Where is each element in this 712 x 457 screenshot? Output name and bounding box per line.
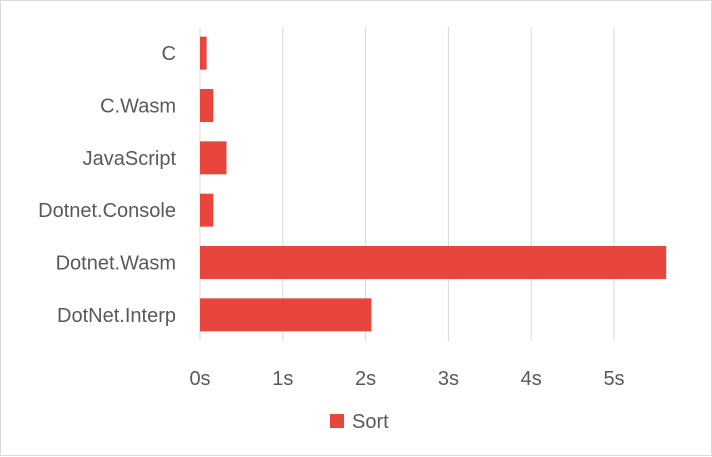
category-label: C.Wasm	[100, 96, 176, 118]
x-tick-label: 3s	[438, 368, 459, 390]
category-label: JavaScript	[83, 148, 177, 170]
category-label: Dotnet.Console	[38, 200, 176, 222]
bar-c-wasm	[200, 89, 214, 122]
x-tick-label: 1s	[272, 368, 293, 390]
x-tick-label: 4s	[521, 368, 542, 390]
category-label: Dotnet.Wasm	[56, 253, 176, 275]
bar-dotnet-interp	[200, 298, 372, 332]
legend-swatch	[330, 414, 344, 428]
bar-javascript	[200, 141, 227, 175]
category-label: DotNet.Interp	[57, 305, 176, 327]
legend-label: Sort	[352, 411, 389, 433]
x-tick-label: 2s	[355, 368, 376, 390]
bar-dotnet-wasm	[200, 246, 667, 279]
x-tick-label: 5s	[603, 368, 624, 390]
bar-c	[200, 36, 207, 70]
bar-dotnet-console	[200, 193, 214, 227]
x-tick-label: 0s	[189, 368, 210, 390]
category-label: C	[162, 43, 176, 65]
